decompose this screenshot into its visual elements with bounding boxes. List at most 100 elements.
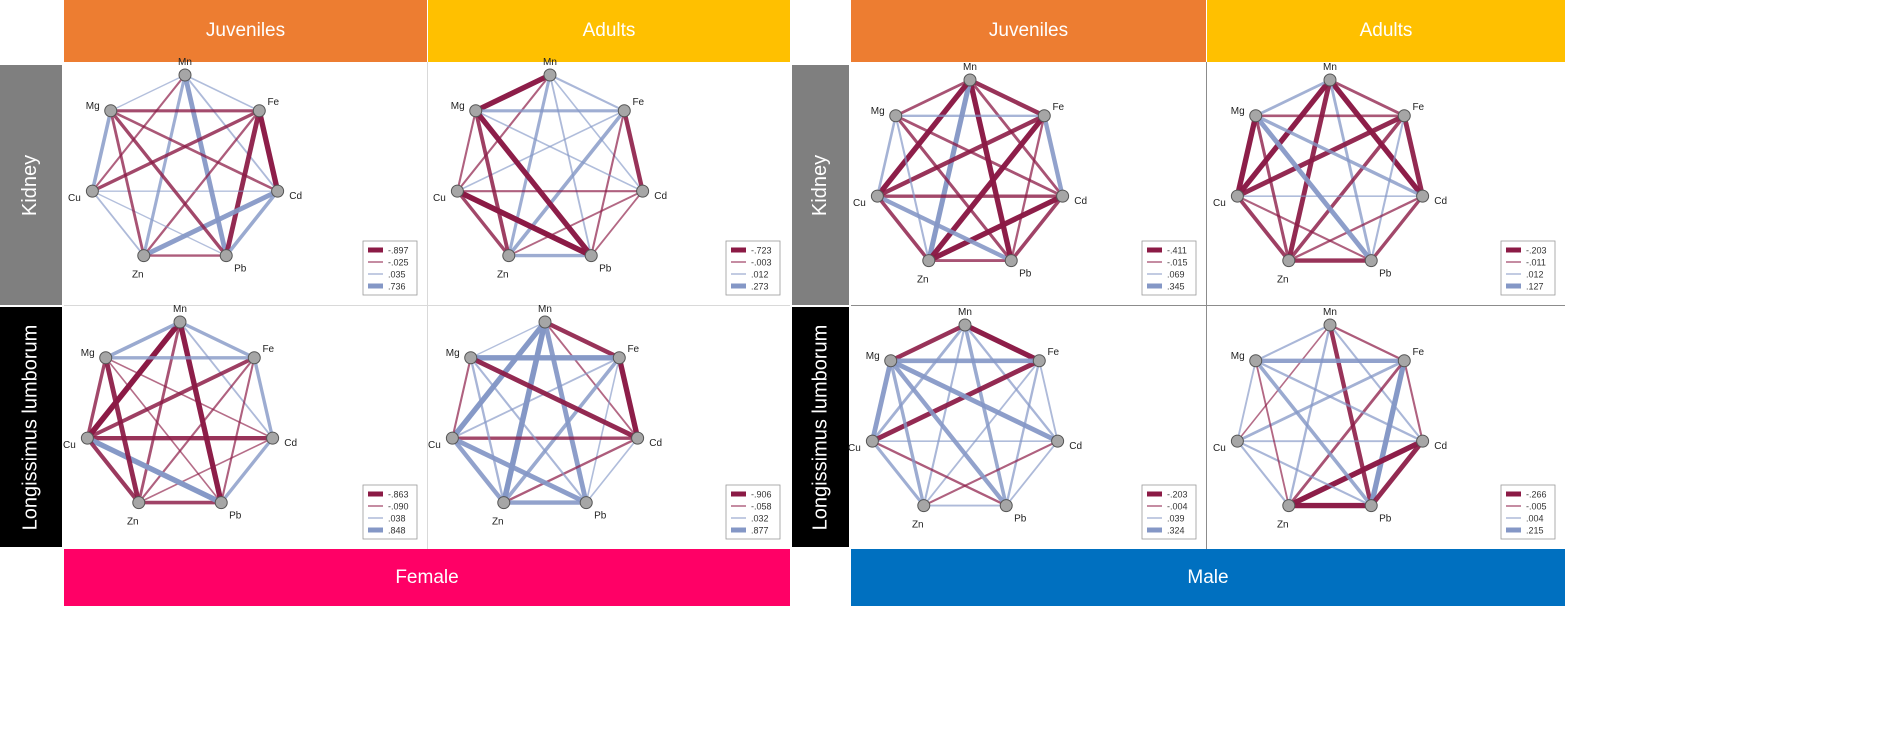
edge-pb-mg [1254,359,1373,507]
node-label-zn: Zn [1277,275,1289,286]
edge-zn-cu [456,190,511,257]
edge-cd-pb [1369,439,1425,508]
node-cu [80,431,94,445]
edge-fe-cu [91,109,261,193]
legend-label: -.005 [1526,502,1547,512]
node-cd [1416,434,1430,448]
edge-mn-pb [542,321,589,504]
adults-header-female: Adults [428,0,790,62]
edge-zn-cu [875,195,931,262]
edge-mn-cu [85,320,183,440]
edge-mn-mg [895,78,971,118]
edge-zn-mg [469,357,505,503]
edge-mn-pb [963,324,1008,506]
node-mn [963,73,977,87]
legend-label: -.266 [1526,490,1547,500]
node-cu [865,434,879,448]
node-label-cd: Cd [1434,441,1447,452]
divider-male-horizontal [851,305,1565,306]
legend-label: .012 [751,270,769,280]
node-label-pb: Pb [594,511,607,522]
kidney-label-female: Kidney [0,65,62,305]
node-mg [884,354,898,368]
node-label-cd: Cd [649,438,662,449]
male-footer: Male [851,549,1565,606]
legend-label: -.025 [388,258,409,268]
node-pb [579,496,593,510]
node-zn [1282,499,1296,513]
edge-mn-fe [1329,78,1405,118]
legend-label: .215 [1526,526,1544,536]
legend-label: -.411 [1167,246,1187,256]
edge-fe-cd [1403,360,1424,442]
network-graph: Mn Fe Cd Pb Zn Cu Mg -.897 -.025 .035 .736 [68,57,418,296]
legend-label: -.004 [1167,502,1188,512]
edge-fe-zn [142,110,261,257]
longissimus-label-male: Longissimus lumborum [792,307,849,547]
edge-fe-pb [1370,115,1406,261]
node-label-fe: Fe [1412,347,1424,358]
node-label-zn: Zn [497,270,509,281]
edge-mn-pb [967,79,1014,262]
node-cu [870,189,884,203]
edge-fe-cd [1038,360,1059,442]
edge-cd-pb [219,437,274,504]
node-label-mg: Mg [81,348,95,359]
node-label-cd: Cd [654,191,667,202]
edge-zn-cu [1236,440,1290,507]
edge-fe-pb [223,110,262,257]
legend-label: -.203 [1167,490,1188,500]
node-cu [450,184,464,198]
node-label-cd: Cd [1434,196,1447,207]
edge-pb-mg [105,357,222,504]
node-label-fe: Fe [632,97,644,108]
node-pb [1004,254,1018,268]
node-label-cu: Cu [428,440,441,451]
edge-mn-zn [137,321,182,503]
node-mn [1323,318,1337,332]
edge-fe-zn [923,360,1040,507]
edge-cd-mg [1254,114,1424,198]
node-label-pb: Pb [229,511,242,522]
node-label-fe: Fe [627,344,639,355]
edge-mn-mg [474,72,552,114]
edge-zn-mg [894,115,930,261]
edge-mn-cd [544,321,639,439]
edge-mn-fe [544,320,621,360]
edge-fe-zn [1287,359,1406,507]
edge-cd-zn [927,193,1064,264]
edge-fe-cu [457,110,625,192]
edge-mn-cu [875,78,973,198]
edge-mn-mg [470,321,546,359]
edge-zn-mg [473,110,511,257]
node-label-pb: Pb [1379,514,1392,525]
edge-fe-cu [1236,359,1405,443]
edge-cd-pb [224,190,280,257]
edge-mn-cd [964,324,1059,442]
node-pb [219,249,233,263]
edge-fe-pb [220,357,256,503]
edge-mn-cd [549,74,644,192]
node-cd [636,184,650,198]
node-zn [497,496,511,510]
node-mn [538,315,552,329]
node-label-mg: Mg [446,348,460,359]
node-mg [104,104,118,118]
edge-cd-mg [1255,359,1424,443]
edge-fe-pb [1368,360,1407,507]
edge-mn-mg [110,74,186,112]
edge-mn-cu [1235,78,1333,198]
node-fe [247,351,261,365]
edge-cd-pb [1009,195,1065,262]
edge-fe-cu [1236,113,1406,199]
edge-fe-cd [1042,115,1065,197]
node-fe [1397,354,1411,368]
legend-label: -.058 [751,502,772,512]
legend-label: .038 [388,514,406,524]
edge-zn-mg [889,360,926,506]
edge-zn-cu [871,440,925,507]
edge-pb-cu [871,440,1007,507]
edge-zn-cu [91,190,145,257]
edge-mn-fe [179,320,256,360]
edge-pb-cu [1236,195,1372,262]
